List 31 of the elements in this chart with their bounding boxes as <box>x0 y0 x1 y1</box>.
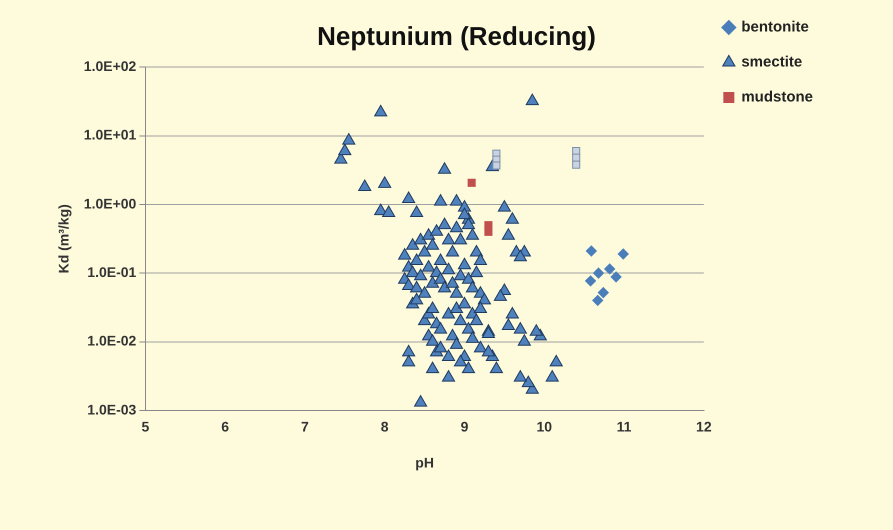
x-tick-label: 5 <box>141 418 150 435</box>
y-tick-label: 1.0E+02 <box>84 58 137 74</box>
point <box>604 263 616 274</box>
legend-label: smectite <box>741 54 802 71</box>
y-axis-title: Kd (m³/kg) <box>55 204 72 274</box>
point <box>468 178 476 187</box>
point <box>598 287 609 298</box>
point <box>484 228 492 236</box>
legend-label: bentonite <box>741 18 809 36</box>
x-tick-label: 11 <box>616 418 632 435</box>
legend-label: mudstone <box>741 88 814 106</box>
point <box>572 160 580 169</box>
y-tick-label: 1.0E-03 <box>87 401 137 418</box>
point <box>593 268 604 279</box>
x-tick-label: 9 <box>460 418 469 435</box>
y-tick-label: 1.0E+00 <box>84 195 137 212</box>
point <box>585 275 596 286</box>
point <box>618 248 629 260</box>
x-tick-label: 10 <box>536 418 552 435</box>
point <box>610 271 622 282</box>
y-tick-label: 1.0E-02 <box>87 332 137 349</box>
point <box>586 246 597 257</box>
x-axis-title: pH <box>415 454 434 470</box>
x-tick-label: 6 <box>221 418 230 435</box>
y-tick-label: 1.0E+01 <box>84 126 137 143</box>
y-tick-label: 1.0E-01 <box>87 264 137 280</box>
x-tick-label: 8 <box>380 418 389 435</box>
point <box>592 294 604 306</box>
x-tick-label: 12 <box>696 418 712 435</box>
chart-title: Neptunium (Reducing) <box>317 20 596 51</box>
x-tick-label: 7 <box>301 418 310 435</box>
